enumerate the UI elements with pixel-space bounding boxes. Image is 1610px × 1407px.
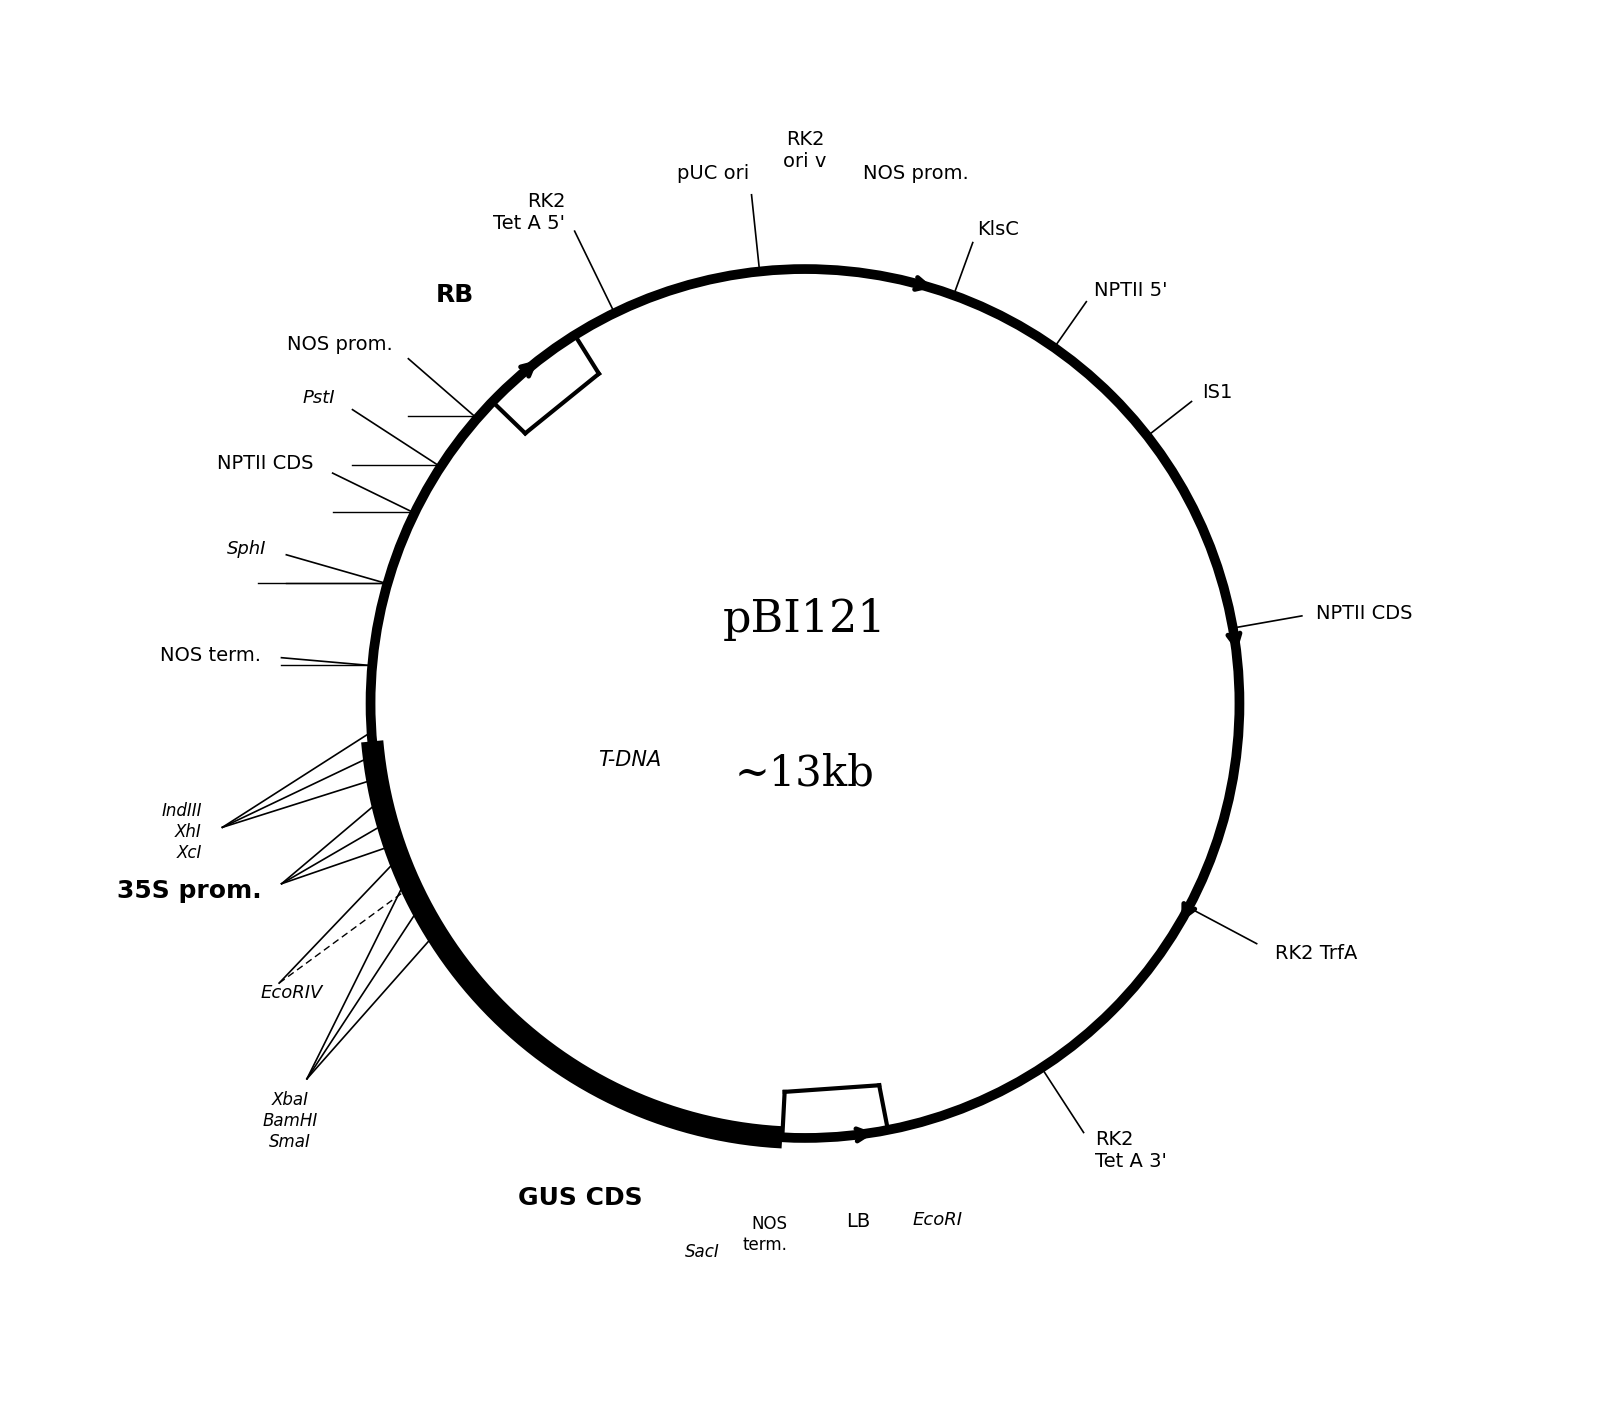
Text: NOS prom.: NOS prom. (287, 335, 393, 355)
Text: RK2
ori v: RK2 ori v (784, 129, 826, 172)
Text: EcoRI: EcoRI (913, 1210, 963, 1228)
Text: NPTII 5': NPTII 5' (1095, 281, 1167, 300)
Text: ~13kb: ~13kb (736, 753, 874, 795)
Text: SacI: SacI (684, 1244, 720, 1261)
Text: NPTII CDS: NPTII CDS (217, 454, 314, 473)
Text: pUC ori: pUC ori (678, 165, 749, 183)
Text: RB: RB (436, 283, 475, 307)
Text: EcoRIV: EcoRIV (261, 983, 324, 1002)
Text: PstI: PstI (303, 390, 335, 407)
Text: RK2
Tet A 3': RK2 Tet A 3' (1095, 1130, 1167, 1171)
Text: RK2 TrfA: RK2 TrfA (1275, 944, 1357, 962)
Text: NOS
term.: NOS term. (742, 1214, 787, 1254)
Text: T-DNA: T-DNA (599, 750, 662, 770)
Text: NOS term.: NOS term. (159, 646, 261, 666)
Text: LB: LB (847, 1213, 871, 1231)
Text: NPTII CDS: NPTII CDS (1315, 604, 1412, 623)
Text: GUS CDS: GUS CDS (518, 1186, 642, 1210)
Text: XbaI
BamHI
SmaI: XbaI BamHI SmaI (262, 1092, 317, 1151)
Text: RK2
Tet A 5': RK2 Tet A 5' (493, 191, 565, 232)
Text: KlsC: KlsC (977, 219, 1019, 239)
Text: NOS prom.: NOS prom. (863, 163, 969, 183)
Text: SphI: SphI (227, 540, 266, 559)
Text: IS1: IS1 (1203, 383, 1233, 402)
Text: 35S prom.: 35S prom. (118, 878, 262, 902)
Text: IndIII
XhI
XcI: IndIII XhI XcI (161, 802, 201, 861)
Text: pBI121: pBI121 (723, 598, 887, 642)
